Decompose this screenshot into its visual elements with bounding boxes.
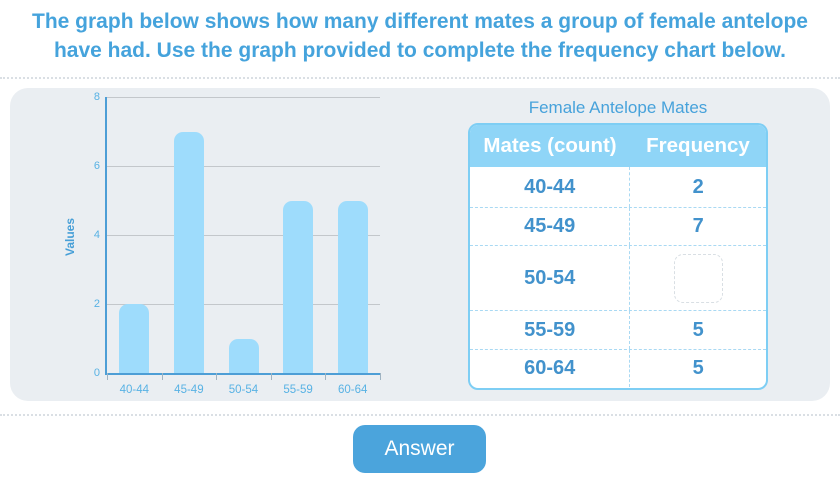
page-title-line-2: have had. Use the graph provided to comp… — [53, 39, 787, 62]
frequency-cell: 5 — [629, 311, 766, 349]
gridline — [107, 235, 380, 236]
table-row: 55-59 5 — [470, 310, 766, 349]
y-tick-label: 6 — [93, 160, 100, 172]
bar-chart-plot: 0 2 4 6 8 40-44 45-49 50-54 55-59 60-64 — [94, 91, 381, 396]
bar — [283, 200, 314, 373]
x-tick-label: 40-44 — [119, 384, 149, 396]
mates-range-cell: 45-49 — [524, 215, 576, 237]
gridline — [107, 166, 380, 167]
x-tick — [325, 373, 327, 380]
frequency-cell — [629, 246, 766, 310]
x-tick-label: 60-64 — [337, 384, 368, 396]
mates-range-cell: 50-54 — [524, 266, 576, 289]
bar — [337, 200, 368, 373]
x-tick — [161, 373, 163, 380]
bar — [228, 338, 259, 373]
mates-range-cell: 40-44 — [524, 175, 576, 198]
table-row: 40-44 2 — [470, 167, 766, 207]
x-tick — [216, 373, 218, 380]
y-tick-label: 2 — [93, 298, 100, 310]
bottom-divider — [0, 414, 840, 416]
x-tick-label: 55-59 — [283, 384, 313, 396]
x-tick-label: 45-49 — [174, 384, 204, 396]
gridline — [107, 304, 380, 305]
table-title: Female Antelope Mates — [528, 98, 708, 117]
table-row: 45-49 7 — [470, 207, 766, 245]
table-row: 60-64 5 — [470, 349, 766, 387]
x-tick — [380, 373, 381, 380]
frequency-cell: 2 — [629, 167, 766, 207]
y-tick-label: 8 — [93, 91, 100, 103]
mates-range-cell: 55-59 — [524, 318, 576, 341]
frequency-input[interactable] — [673, 253, 723, 303]
y-tick-label: 0 — [93, 367, 100, 379]
frequency-cell: 5 — [629, 350, 766, 387]
frequency-cell: 7 — [629, 208, 766, 245]
content-panel: Values 0 2 4 6 8 40-44 45-49 50-54 55-59 60-64 Fe… — [10, 88, 830, 401]
top-divider — [0, 77, 840, 79]
header-cell-frequency: Frequency — [646, 134, 750, 157]
bar — [119, 304, 150, 373]
mates-range-cell: 60-64 — [524, 357, 576, 379]
y-tick-label: 4 — [93, 229, 100, 241]
x-tick — [107, 373, 108, 380]
table-row: 50-54 — [470, 245, 766, 310]
table-body: 40-44 2 45-49 7 50-54 55-59 5 — [470, 167, 766, 387]
page-title: The graph below shows how many different… — [0, 7, 840, 65]
bar — [173, 131, 204, 373]
answer-button[interactable]: Answer — [353, 425, 486, 473]
x-tick-label: 50-54 — [228, 384, 259, 396]
x-tick — [270, 373, 272, 380]
page-title-line-1: The graph below shows how many different… — [32, 10, 808, 33]
header-cell-mates: Mates (count) — [483, 134, 617, 157]
table-header-row: Mates (count) Frequency — [470, 125, 766, 167]
frequency-table: Mates (count) Frequency 40-44 2 45-49 7 … — [468, 123, 768, 390]
gridline — [107, 97, 380, 98]
